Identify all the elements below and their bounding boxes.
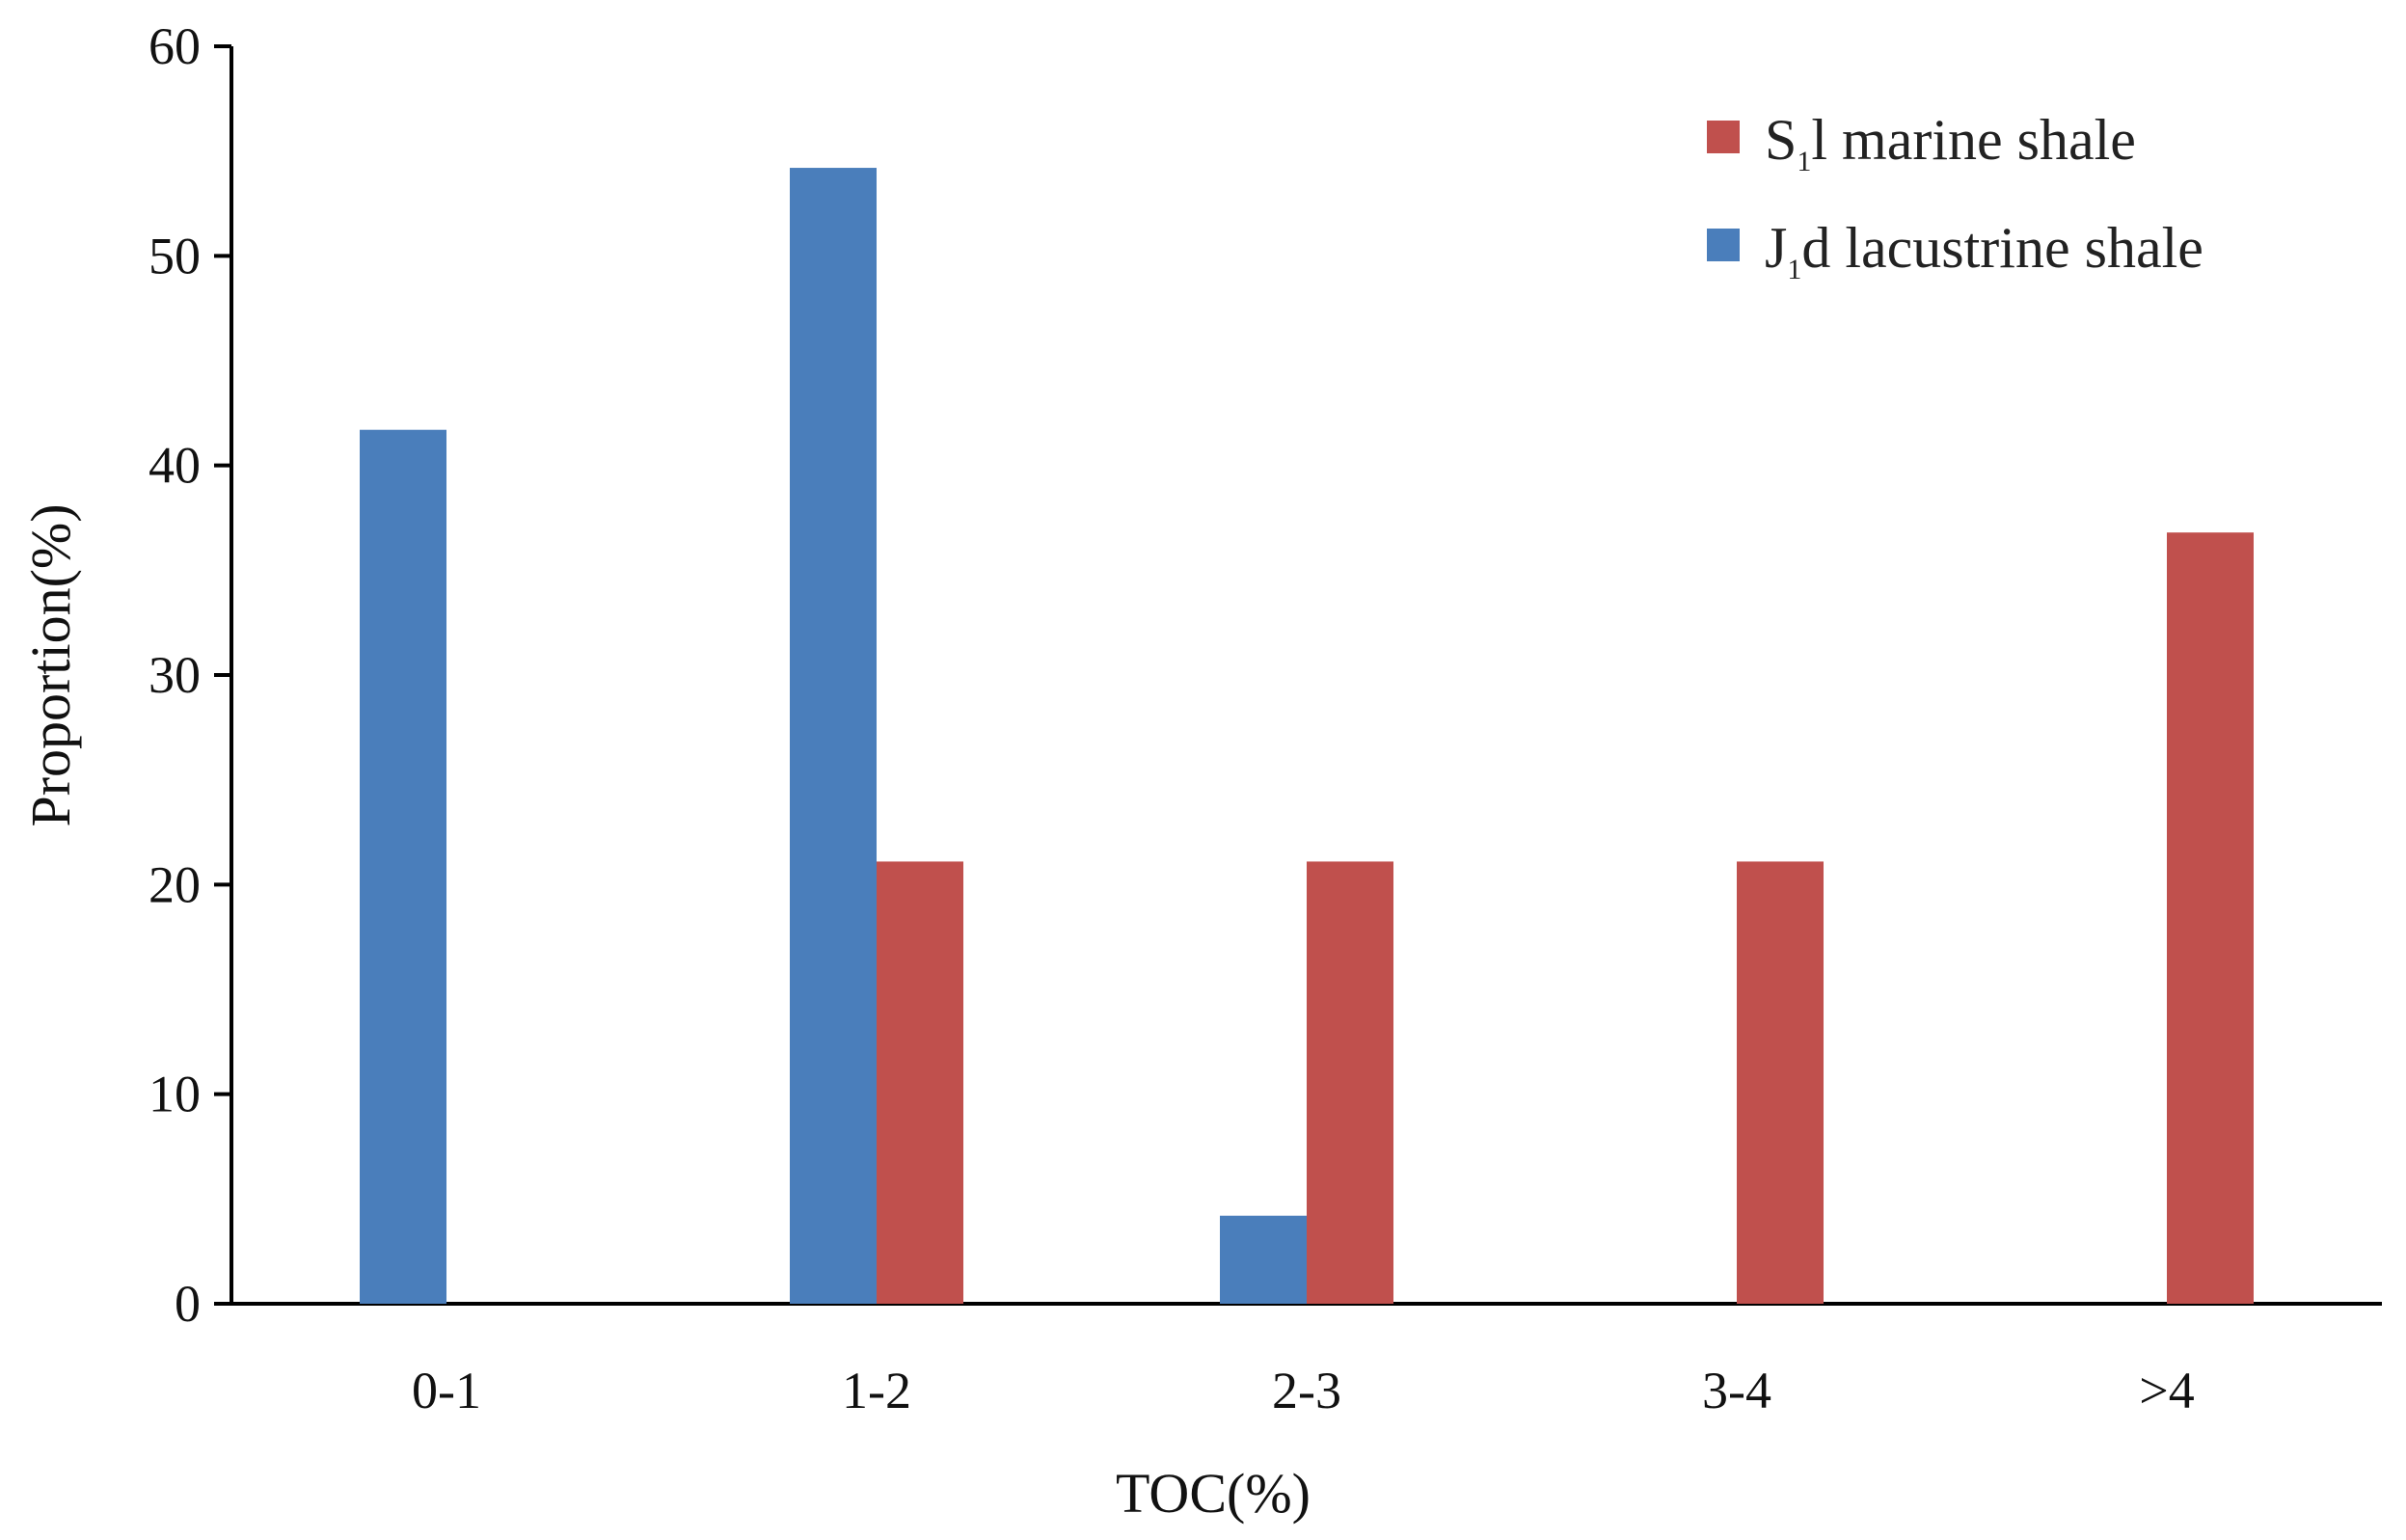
y-tick-label: 60 <box>149 17 201 75</box>
y-tick-label: 30 <box>149 646 201 704</box>
bars <box>360 168 2254 1305</box>
x-tick-label: 0-1 <box>412 1362 481 1419</box>
bar <box>877 861 963 1304</box>
bar <box>2167 532 2254 1304</box>
bar <box>360 429 446 1305</box>
x-tick-label: 2-3 <box>1272 1362 1341 1419</box>
legend-swatch <box>1707 121 1740 153</box>
legend: S1l marine shale J1d lacustrine shale <box>1707 108 2203 285</box>
legend-label: S1l marine shale <box>1765 108 2136 177</box>
y-tick-label: 40 <box>149 437 201 495</box>
x-ticks: 0-1 1-2 2-3 3-4 >4 <box>412 1362 2195 1419</box>
y-tick-label: 10 <box>149 1066 201 1123</box>
legend-swatch <box>1707 229 1740 261</box>
legend-label: J1d lacustrine shale <box>1765 216 2203 285</box>
y-tick-label: 50 <box>149 227 201 284</box>
y-ticks: 0 10 20 30 40 50 60 <box>149 17 231 1333</box>
y-axis-title: Proportion(%) <box>19 503 82 826</box>
bar <box>790 168 877 1304</box>
bar <box>1220 1215 1307 1304</box>
bar <box>1737 861 1824 1304</box>
x-tick-label: 3-4 <box>1702 1362 1771 1419</box>
x-tick-label: 1-2 <box>842 1362 911 1419</box>
x-tick-label: >4 <box>2139 1362 2194 1419</box>
y-tick-label: 0 <box>175 1275 201 1333</box>
x-axis-title: TOC(%) <box>1116 1462 1311 1525</box>
y-tick-label: 20 <box>149 855 201 913</box>
bar <box>1307 861 1393 1304</box>
